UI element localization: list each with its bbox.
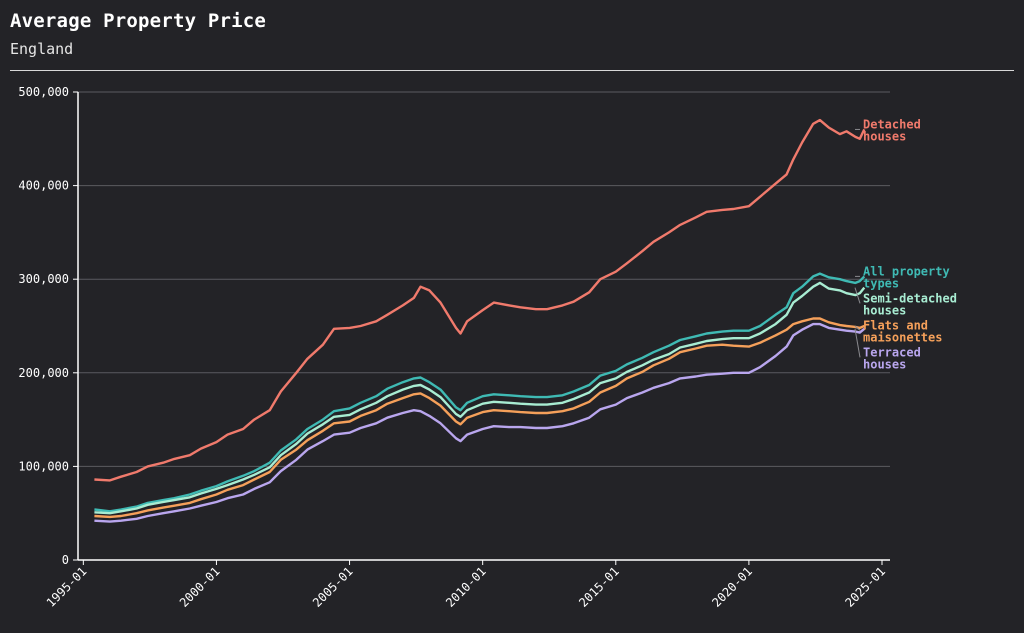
series-label: Semi-detached bbox=[863, 291, 957, 305]
series-label: houses bbox=[863, 303, 906, 317]
x-tick-label: 2010-01 bbox=[443, 564, 489, 610]
y-tick-label: 500,000 bbox=[18, 85, 69, 99]
series-line bbox=[94, 118, 866, 482]
series-label: houses bbox=[863, 129, 906, 143]
y-axis: 0 100,000 200,000 300,000 400,000 500,000 bbox=[18, 85, 79, 567]
chart-title: Average Property Price bbox=[10, 10, 267, 32]
chart-header: Average Property Price England bbox=[10, 10, 1014, 58]
series-line bbox=[94, 281, 866, 515]
series-label: Flats and bbox=[863, 318, 928, 332]
label-connector bbox=[854, 325, 861, 331]
series-label: Detached bbox=[863, 117, 921, 131]
chart-subtitle: England bbox=[10, 40, 74, 58]
label-connector bbox=[854, 328, 861, 358]
x-tick-label: 2025-01 bbox=[842, 564, 888, 610]
header-divider bbox=[10, 70, 1014, 71]
y-tick-label: 0 bbox=[62, 553, 69, 567]
series-label: houses bbox=[863, 357, 906, 371]
y-tick-label: 100,000 bbox=[18, 459, 69, 473]
series-lines bbox=[94, 118, 866, 523]
label-connector bbox=[854, 287, 861, 304]
x-tick-label: 2020-01 bbox=[709, 564, 755, 610]
x-tick-label: 2000-01 bbox=[177, 564, 223, 610]
grid-lines bbox=[78, 91, 890, 467]
series-line bbox=[94, 322, 866, 523]
y-tick-label: 200,000 bbox=[18, 366, 69, 380]
series-label: All property bbox=[863, 264, 950, 278]
y-tick-label: 400,000 bbox=[18, 179, 69, 193]
series-label: maisonettes bbox=[863, 330, 942, 344]
x-axis: 1995-01 2000-01 2005-01 2010-01 2015-01 2020-… bbox=[44, 559, 890, 610]
x-tick-label: 2005-01 bbox=[310, 564, 356, 610]
x-tick-label: 1995-01 bbox=[44, 564, 90, 610]
series-label: types bbox=[863, 276, 899, 290]
y-tick-label: 300,000 bbox=[18, 272, 69, 286]
series-line bbox=[94, 272, 866, 513]
series-label: Terraced bbox=[863, 345, 921, 359]
x-tick-label: 2015-01 bbox=[576, 564, 622, 610]
series-line bbox=[94, 317, 865, 519]
